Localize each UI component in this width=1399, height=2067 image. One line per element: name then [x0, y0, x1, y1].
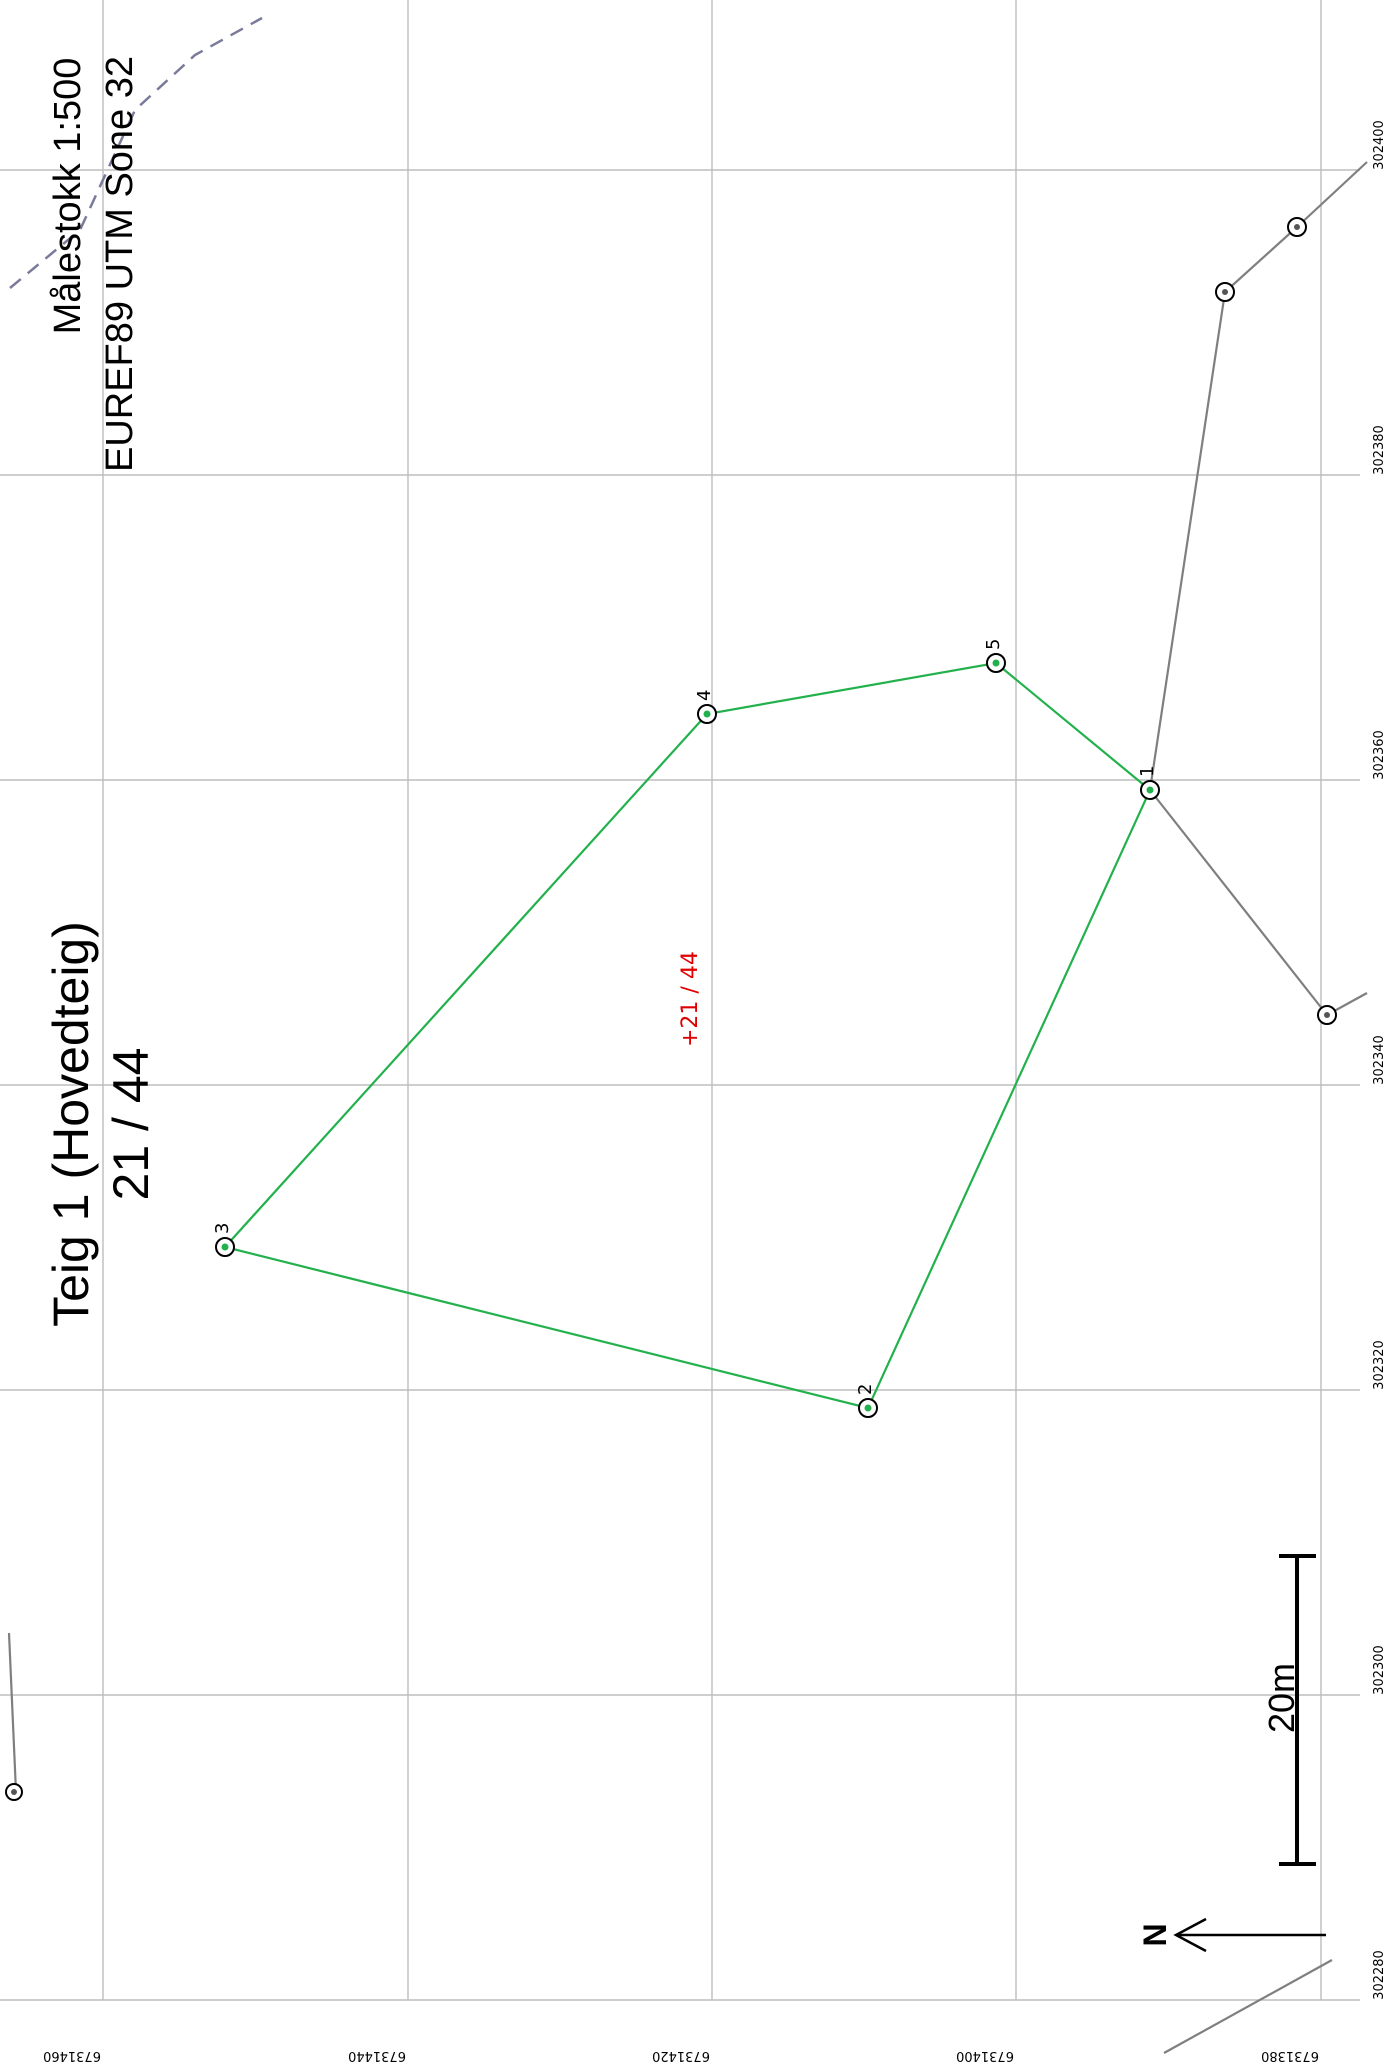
easting-label: 302380 — [1372, 425, 1387, 475]
easting-label: 302280 — [1372, 1950, 1387, 2000]
dashed-boundary-line — [9, 16, 263, 289]
northing-label: 6731440 — [348, 2048, 406, 2063]
survey-marker — [5, 1783, 23, 1801]
neighbor-lines — [7, 161, 1368, 2054]
northing-label: 6731460 — [43, 2048, 101, 2063]
easting-label: 302400 — [1372, 120, 1387, 170]
parcel-center-label: +21 / 44 — [678, 951, 703, 1047]
survey-marker — [1287, 217, 1307, 237]
scale-bar — [1279, 1554, 1316, 1866]
neighbor-line — [1224, 226, 1298, 293]
northing-label: 6731420 — [652, 2048, 710, 2063]
neighbor-line — [1163, 1959, 1333, 2054]
parcel-id: 21 / 44 — [103, 1048, 159, 1201]
boundary-point-label: 4 — [694, 690, 715, 701]
easting-labels: 302400 302380 302360 302340 302320 30230… — [1372, 120, 1387, 2000]
easting-label: 302320 — [1372, 1340, 1387, 1390]
parcel-boundary — [222, 661, 1152, 1410]
boundary-point-1: 1 — [1137, 766, 1160, 800]
easting-label: 302360 — [1372, 730, 1387, 780]
neighbor-line — [1296, 161, 1368, 228]
north-label: N — [1137, 1923, 1173, 1946]
grid — [0, 0, 1360, 2001]
crs-text: EUREF89 UTM Sone 32 — [99, 56, 141, 472]
north-arrow-icon — [1173, 1917, 1326, 1953]
survey-marker — [1215, 282, 1235, 302]
easting-label: 302300 — [1372, 1645, 1387, 1695]
neighbor-markers — [5, 217, 1337, 1801]
boundary-point-label: 1 — [1137, 766, 1158, 777]
easting-label: 302340 — [1372, 1035, 1387, 1085]
boundary-point-label: 3 — [212, 1223, 233, 1234]
northing-label: 6731400 — [956, 2048, 1014, 2063]
scale-text: Målestokk 1:500 — [47, 58, 89, 335]
map-title: Teig 1 (Hovedteig) — [43, 921, 99, 1327]
northing-labels: 6731460 6731440 6731420 6731400 6731380 — [43, 2048, 1319, 2063]
boundary-point-2: 2 — [855, 1384, 878, 1418]
northing-label: 6731380 — [1261, 2048, 1319, 2063]
boundary-points: 1 2 3 4 5 — [212, 639, 1160, 1418]
boundary-point-label: 2 — [855, 1384, 876, 1395]
scale-bar-label: 20m — [1261, 1663, 1302, 1733]
boundary-point-4: 4 — [694, 690, 717, 724]
neighbor-line — [1149, 789, 1328, 1016]
neighbor-line — [1148, 291, 1227, 791]
boundary-point-5: 5 — [983, 639, 1006, 673]
boundary-point-3: 3 — [212, 1223, 235, 1257]
neighbor-line — [7, 1632, 18, 1793]
survey-marker — [1317, 1005, 1337, 1025]
boundary-point-label: 5 — [983, 639, 1004, 650]
